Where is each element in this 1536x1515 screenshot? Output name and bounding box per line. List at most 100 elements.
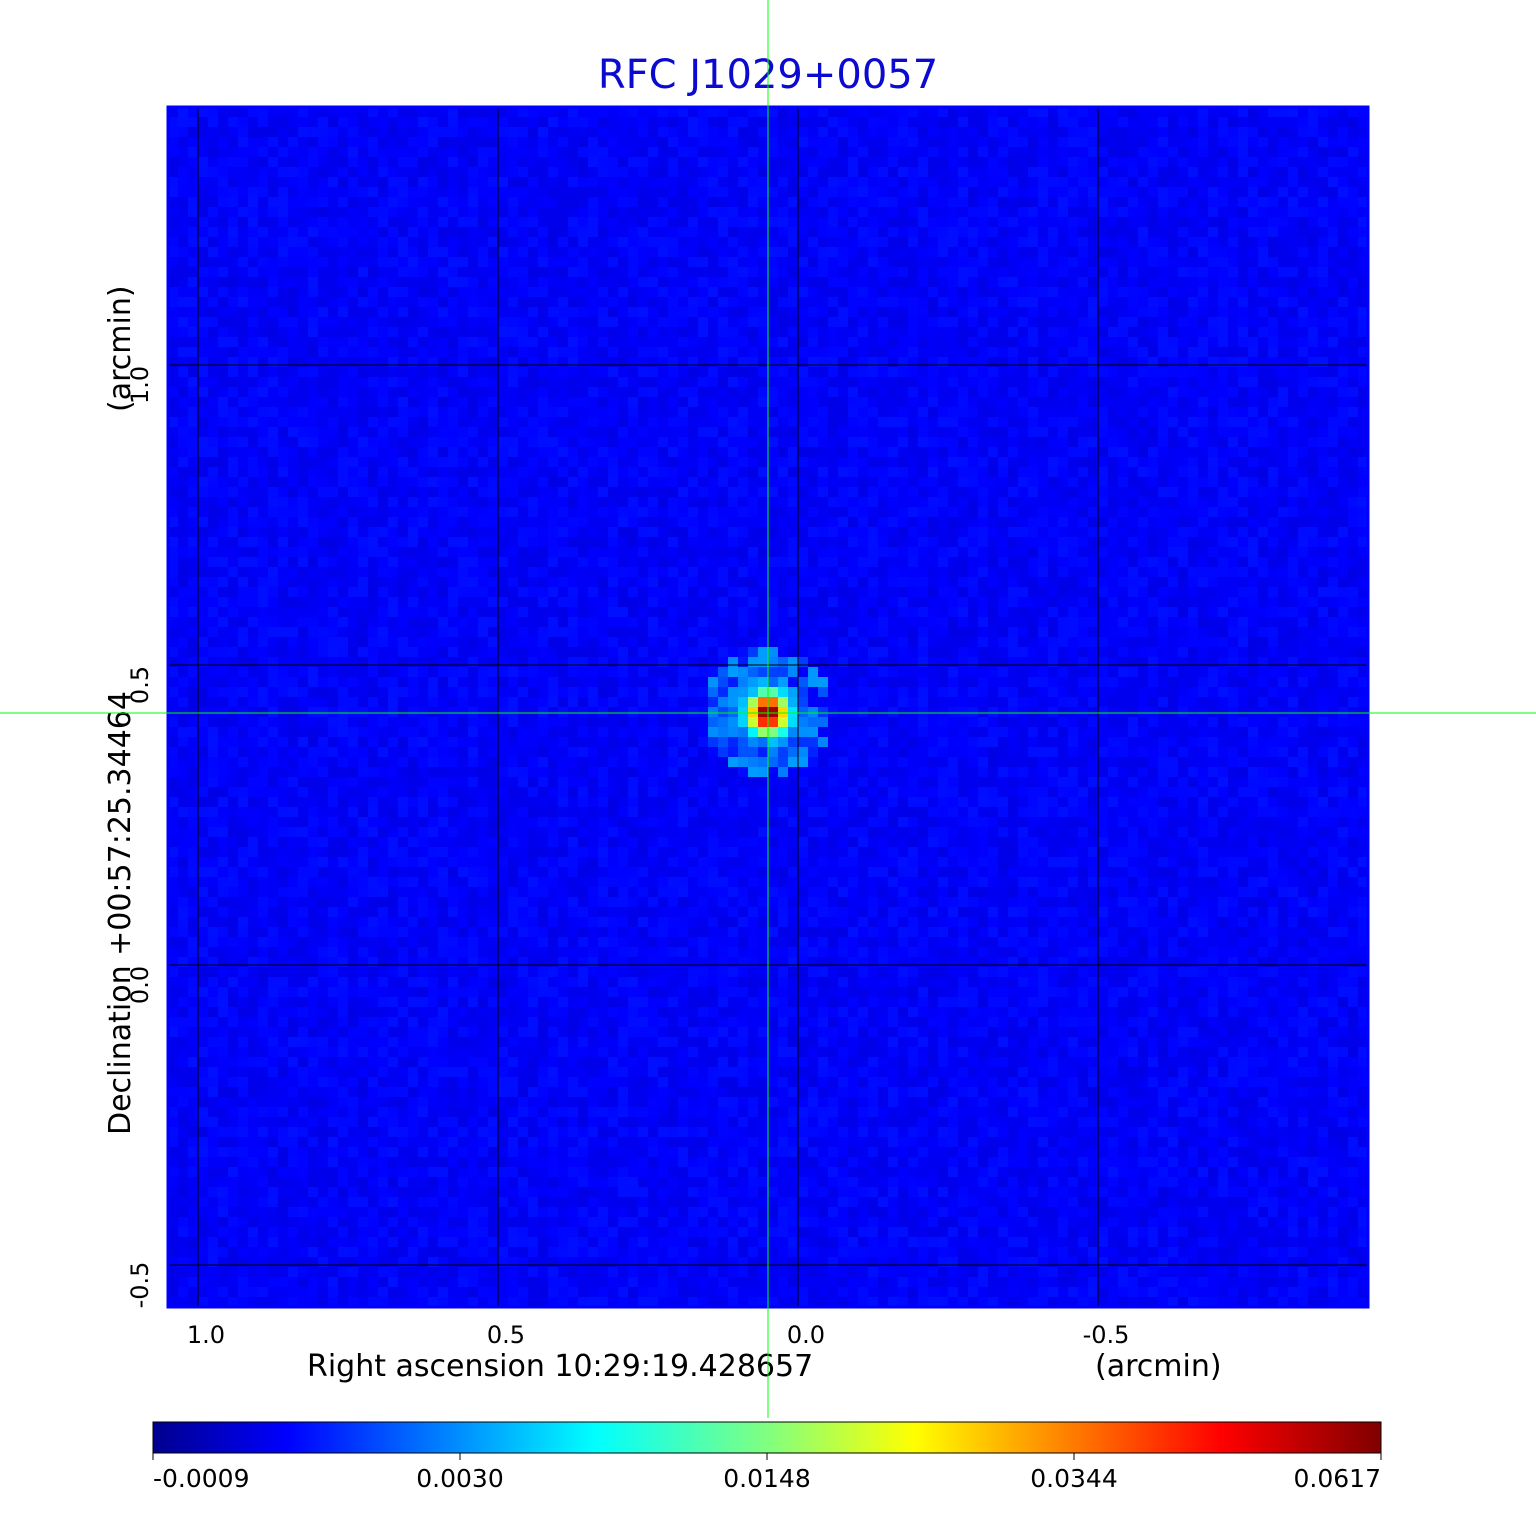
image-pixel — [1038, 117, 1049, 128]
image-pixel — [788, 237, 799, 248]
image-pixel — [328, 377, 339, 388]
image-pixel — [1278, 487, 1289, 498]
image-pixel — [388, 297, 399, 308]
image-pixel — [768, 197, 779, 208]
image-pixel — [858, 197, 869, 208]
image-pixel — [828, 127, 839, 138]
image-pixel — [408, 277, 419, 288]
image-pixel — [938, 397, 949, 408]
image-pixel — [1228, 367, 1239, 378]
image-pixel — [1288, 377, 1299, 388]
image-pixel — [1208, 137, 1219, 148]
image-pixel — [278, 227, 289, 238]
image-pixel — [1338, 117, 1349, 128]
image-pixel — [538, 257, 549, 268]
image-pixel — [298, 137, 309, 148]
image-pixel — [178, 177, 189, 188]
image-pixel — [648, 357, 659, 368]
image-pixel — [1168, 187, 1179, 198]
image-pixel — [718, 377, 729, 388]
image-pixel — [1258, 197, 1269, 208]
image-pixel — [988, 447, 999, 458]
image-pixel — [738, 137, 749, 148]
image-pixel — [298, 497, 309, 508]
image-pixel — [818, 397, 829, 408]
image-pixel — [1178, 477, 1189, 488]
image-pixel — [528, 387, 539, 398]
image-pixel — [888, 137, 899, 148]
image-pixel — [1058, 217, 1069, 228]
image-pixel — [938, 277, 949, 288]
image-pixel — [398, 207, 409, 218]
image-pixel — [1218, 467, 1229, 478]
image-pixel — [1308, 307, 1319, 318]
image-pixel — [818, 337, 829, 348]
image-pixel — [238, 357, 249, 368]
image-pixel — [868, 407, 879, 418]
image-pixel — [288, 477, 299, 488]
image-pixel — [638, 107, 649, 118]
image-pixel — [1078, 457, 1089, 468]
image-pixel — [1358, 177, 1369, 188]
image-pixel — [1248, 207, 1259, 218]
image-pixel — [868, 277, 879, 288]
image-pixel — [1268, 437, 1279, 448]
image-pixel — [908, 347, 919, 358]
image-pixel — [468, 507, 479, 518]
image-pixel — [628, 277, 639, 288]
image-pixel — [1188, 437, 1199, 448]
image-pixel — [578, 287, 589, 298]
image-pixel — [1038, 387, 1049, 398]
image-pixel — [598, 457, 609, 468]
image-pixel — [228, 377, 239, 388]
image-pixel — [428, 427, 439, 438]
image-pixel — [518, 227, 529, 238]
image-pixel — [1068, 207, 1079, 218]
image-pixel — [478, 177, 489, 188]
image-pixel — [1198, 477, 1209, 488]
image-pixel — [458, 257, 469, 268]
image-pixel — [1068, 107, 1079, 118]
image-pixel — [888, 257, 899, 268]
image-pixel — [1148, 117, 1159, 128]
image-pixel — [708, 417, 719, 428]
image-pixel — [338, 507, 349, 518]
image-pixel — [1278, 317, 1289, 328]
image-pixel — [1278, 177, 1289, 188]
image-pixel — [1148, 207, 1159, 218]
image-pixel — [928, 167, 939, 178]
image-pixel — [1148, 377, 1159, 388]
image-pixel — [448, 257, 459, 268]
image-pixel — [538, 227, 549, 238]
image-pixel — [1118, 487, 1129, 498]
image-pixel — [1298, 147, 1309, 158]
image-pixel — [1058, 197, 1069, 208]
image-pixel — [708, 517, 719, 528]
image-pixel — [618, 467, 629, 478]
image-pixel — [398, 477, 409, 488]
image-pixel — [748, 317, 759, 328]
image-pixel — [298, 387, 309, 398]
image-pixel — [308, 397, 319, 408]
image-pixel — [598, 487, 609, 498]
image-pixel — [188, 267, 199, 278]
image-pixel — [248, 267, 259, 278]
image-pixel — [1028, 477, 1039, 488]
image-pixel — [478, 457, 489, 468]
image-pixel — [1178, 267, 1189, 278]
image-pixel — [1238, 347, 1249, 358]
image-pixel — [1088, 147, 1099, 158]
image-pixel — [1298, 137, 1309, 148]
image-pixel — [268, 237, 279, 248]
image-pixel — [988, 367, 999, 378]
image-pixel — [348, 237, 359, 248]
image-pixel — [718, 367, 729, 378]
image-pixel — [588, 157, 599, 168]
image-pixel — [968, 157, 979, 168]
image-pixel — [1138, 297, 1149, 308]
image-pixel — [398, 247, 409, 258]
image-pixel — [828, 507, 839, 518]
image-pixel — [1098, 467, 1109, 478]
image-pixel — [1178, 457, 1189, 468]
image-pixel — [1208, 447, 1219, 458]
